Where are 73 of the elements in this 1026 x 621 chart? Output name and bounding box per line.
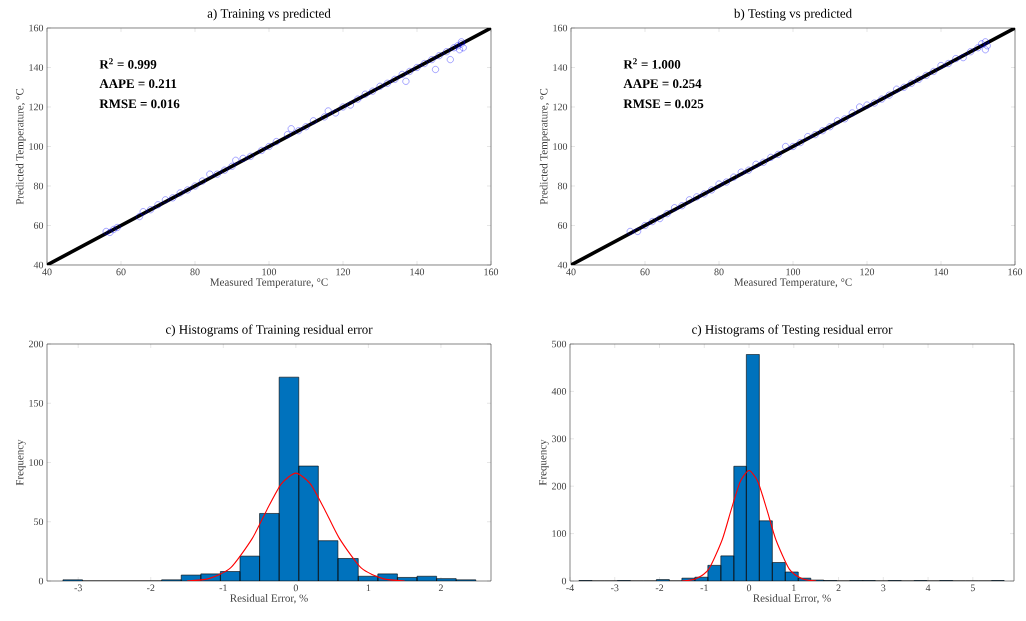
x-tick-label: -2	[655, 584, 664, 592]
annotation: AAPE = 0.211	[99, 79, 177, 89]
y-tick-label: 400	[551, 388, 567, 395]
x-axis-title: Measured Temperature, °C	[210, 278, 328, 289]
annotation: RMSE = 0.016	[99, 99, 180, 109]
x-tick-label: 1	[366, 584, 371, 592]
y-tick-label: 160	[29, 24, 44, 32]
y-tick-label: 60	[557, 222, 568, 229]
x-tick-label: 80	[714, 268, 724, 276]
x-tick-label: 2	[836, 584, 841, 592]
chart-title: c) Histograms of Training residual error	[165, 324, 373, 337]
annotation: AAPE = 0.254	[623, 79, 702, 89]
annotation: RMSE = 0.025	[623, 99, 704, 109]
y-tick-label: 40	[33, 261, 44, 269]
x-tick-label: 40	[42, 268, 52, 276]
x-tick-label: 60	[640, 268, 650, 276]
x-tick-label: 4	[925, 584, 931, 592]
y-axis-title: Predicted Temperature, °C	[15, 88, 26, 205]
x-tick-label: 100	[786, 268, 801, 276]
x-tick-label: 5	[970, 584, 975, 592]
x-axis-title: Residual Error, %	[753, 594, 831, 604]
y-tick-label: 200	[28, 340, 44, 348]
y-tick-label: 150	[29, 399, 44, 407]
y-tick-label: 50	[34, 518, 44, 526]
y-tick-label: 140	[553, 64, 568, 71]
y-axis-title: Predicted Temperature, °C	[539, 88, 550, 205]
y-tick-label: 300	[552, 435, 567, 443]
y-tick-label: 120	[29, 103, 44, 111]
x-tick-label: 120	[860, 268, 875, 276]
x-tick-label: -1	[219, 584, 227, 592]
x-axis-title: Residual Error, %	[230, 594, 308, 604]
y-tick-label: 80	[33, 182, 44, 190]
x-tick-label: 1	[792, 584, 796, 592]
chart-title: b) Testing vs predicted	[733, 8, 852, 21]
y-tick-label: 120	[553, 103, 568, 111]
x-tick-label: 60	[116, 268, 126, 276]
x-tick-label: 160	[484, 268, 499, 276]
x-tick-label: 3	[881, 584, 886, 592]
x-axis-title: Measured Temperature, °C	[734, 278, 852, 289]
y-tick-label: 140	[29, 64, 44, 71]
x-tick-label: 80	[190, 268, 200, 276]
annotation: R$^{2}$ = 1.000	[623, 58, 681, 69]
x-tick-label: 2	[438, 584, 443, 592]
x-tick-label: -3	[610, 584, 619, 592]
y-axis-title: Frequency	[539, 439, 549, 486]
y-tick-label: 200	[551, 482, 567, 490]
x-tick-label: 140	[934, 268, 949, 276]
annotation: R$^{2}$ = 0.999	[99, 58, 157, 69]
y-tick-label: 0	[561, 577, 567, 585]
x-tick-label: -2	[146, 584, 155, 592]
y-tick-label: 100	[29, 459, 44, 466]
x-tick-label: -3	[74, 584, 82, 592]
x-tick-label: 0	[293, 584, 298, 592]
y-tick-label: 100	[553, 143, 568, 150]
y-axis-title: Frequency	[16, 439, 26, 486]
x-tick-label: 160	[1008, 268, 1023, 276]
x-tick-label: 120	[336, 268, 351, 276]
x-tick-label: 40	[566, 268, 576, 276]
y-tick-label: 40	[557, 261, 568, 269]
chart-title: c) Histograms of Testing residual error	[692, 324, 893, 337]
y-tick-label: 100	[29, 143, 44, 150]
x-tick-label: 140	[410, 268, 425, 276]
x-tick-label: -4	[566, 584, 574, 592]
chart-title: a) Training vs predicted	[207, 8, 331, 21]
x-tick-label: -1	[700, 584, 708, 592]
x-tick-label: 100	[262, 268, 277, 276]
x-tick-label: 0	[746, 584, 752, 592]
y-tick-label: 80	[557, 182, 568, 190]
y-tick-label: 160	[553, 24, 568, 32]
y-tick-label: 0	[38, 577, 44, 585]
y-tick-label: 60	[33, 222, 44, 229]
y-tick-label: 500	[552, 340, 567, 348]
y-tick-label: 100	[552, 530, 567, 537]
